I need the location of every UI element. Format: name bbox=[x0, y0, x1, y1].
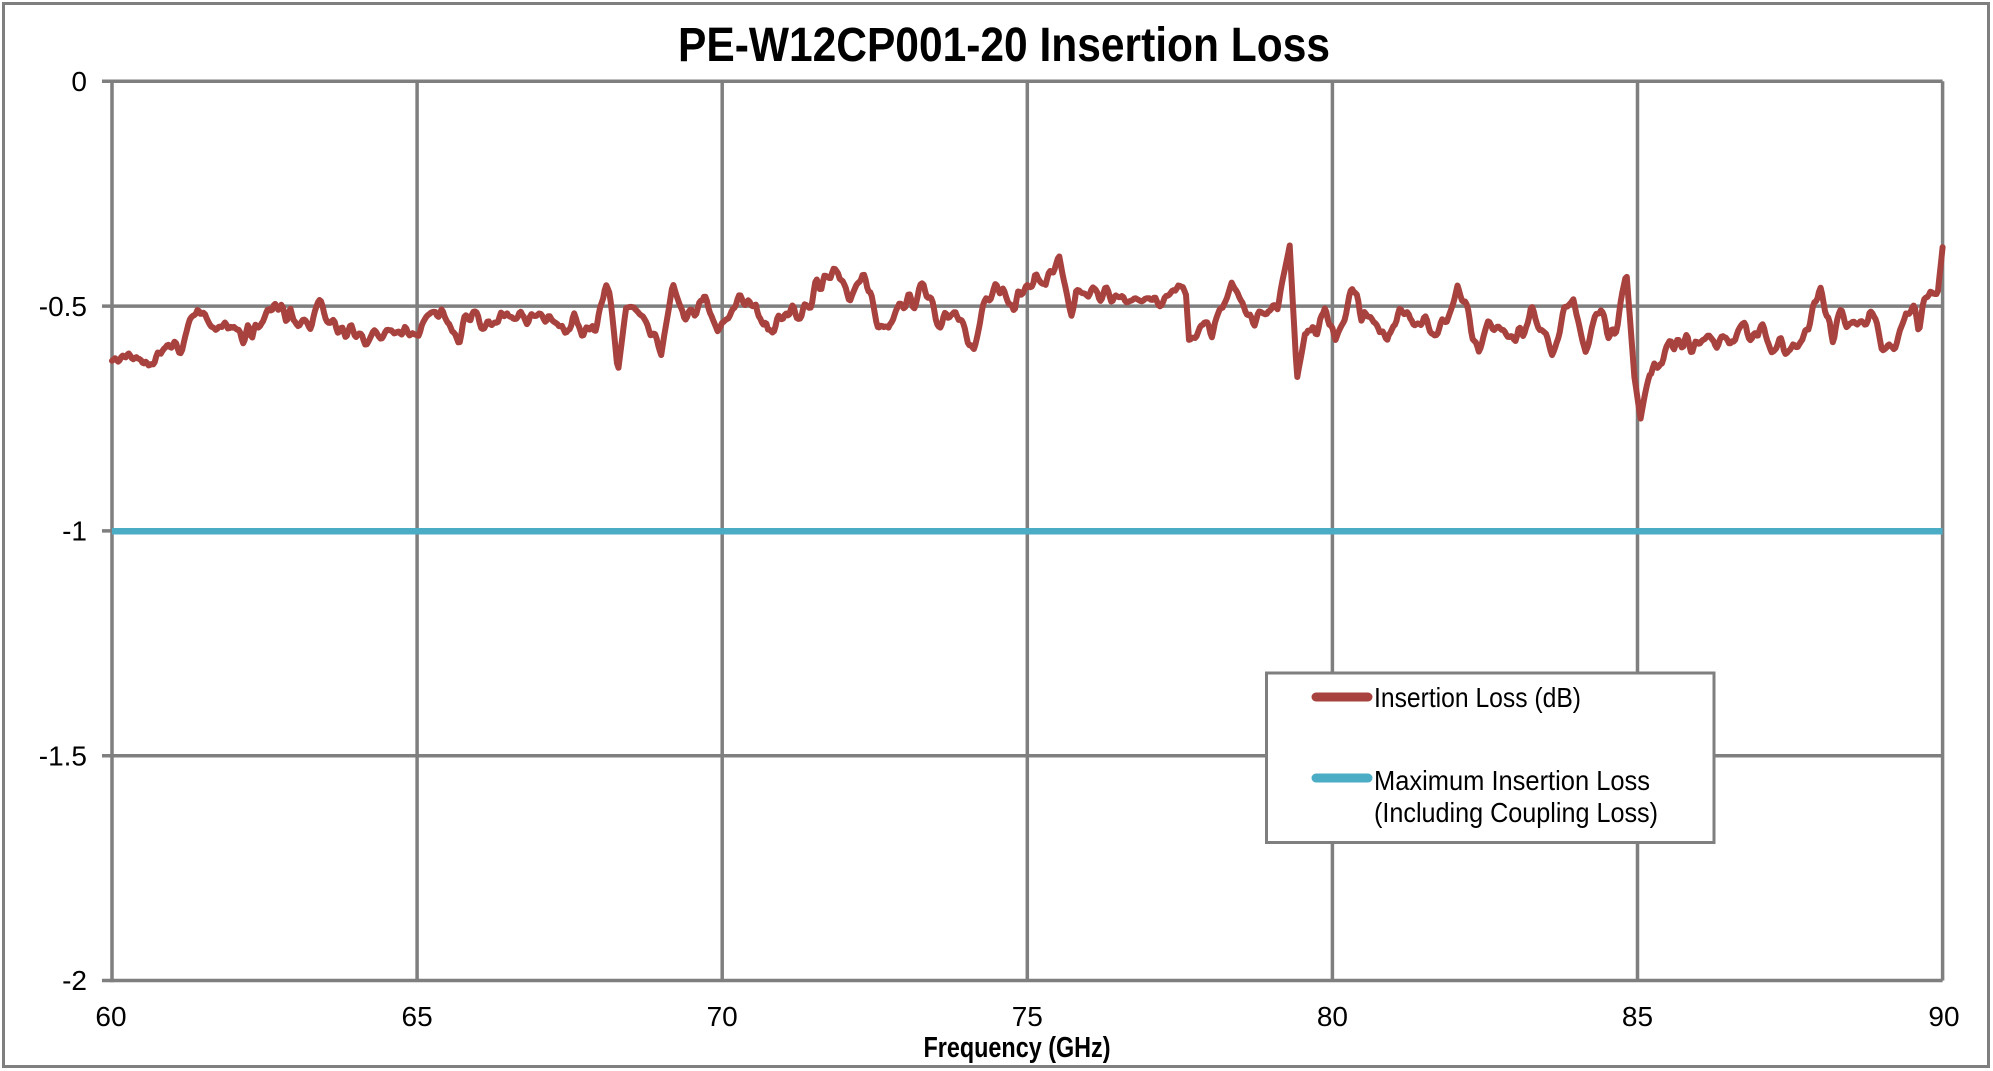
svg-text:0: 0 bbox=[71, 66, 87, 97]
svg-text:-0.5: -0.5 bbox=[39, 291, 87, 322]
svg-text:85: 85 bbox=[1622, 1001, 1653, 1032]
svg-text:Insertion Loss (dB): Insertion Loss (dB) bbox=[1374, 682, 1581, 713]
svg-text:Frequency (GHz): Frequency (GHz) bbox=[924, 1032, 1111, 1064]
svg-text:-1.5: -1.5 bbox=[39, 740, 87, 771]
svg-text:80: 80 bbox=[1317, 1001, 1348, 1032]
svg-text:PE-W12CP001-20 Insertion Loss: PE-W12CP001-20 Insertion Loss bbox=[678, 19, 1330, 72]
svg-text:Maximum Insertion Loss: Maximum Insertion Loss bbox=[1374, 765, 1650, 796]
svg-text:60: 60 bbox=[95, 1001, 126, 1032]
svg-text:(Including Coupling Loss): (Including Coupling Loss) bbox=[1374, 797, 1658, 828]
svg-text:65: 65 bbox=[402, 1001, 433, 1032]
svg-text:-1: -1 bbox=[62, 516, 87, 547]
svg-text:75: 75 bbox=[1012, 1001, 1043, 1032]
svg-text:-2: -2 bbox=[62, 965, 87, 996]
svg-text:90: 90 bbox=[1928, 1001, 1959, 1032]
svg-text:70: 70 bbox=[707, 1001, 738, 1032]
